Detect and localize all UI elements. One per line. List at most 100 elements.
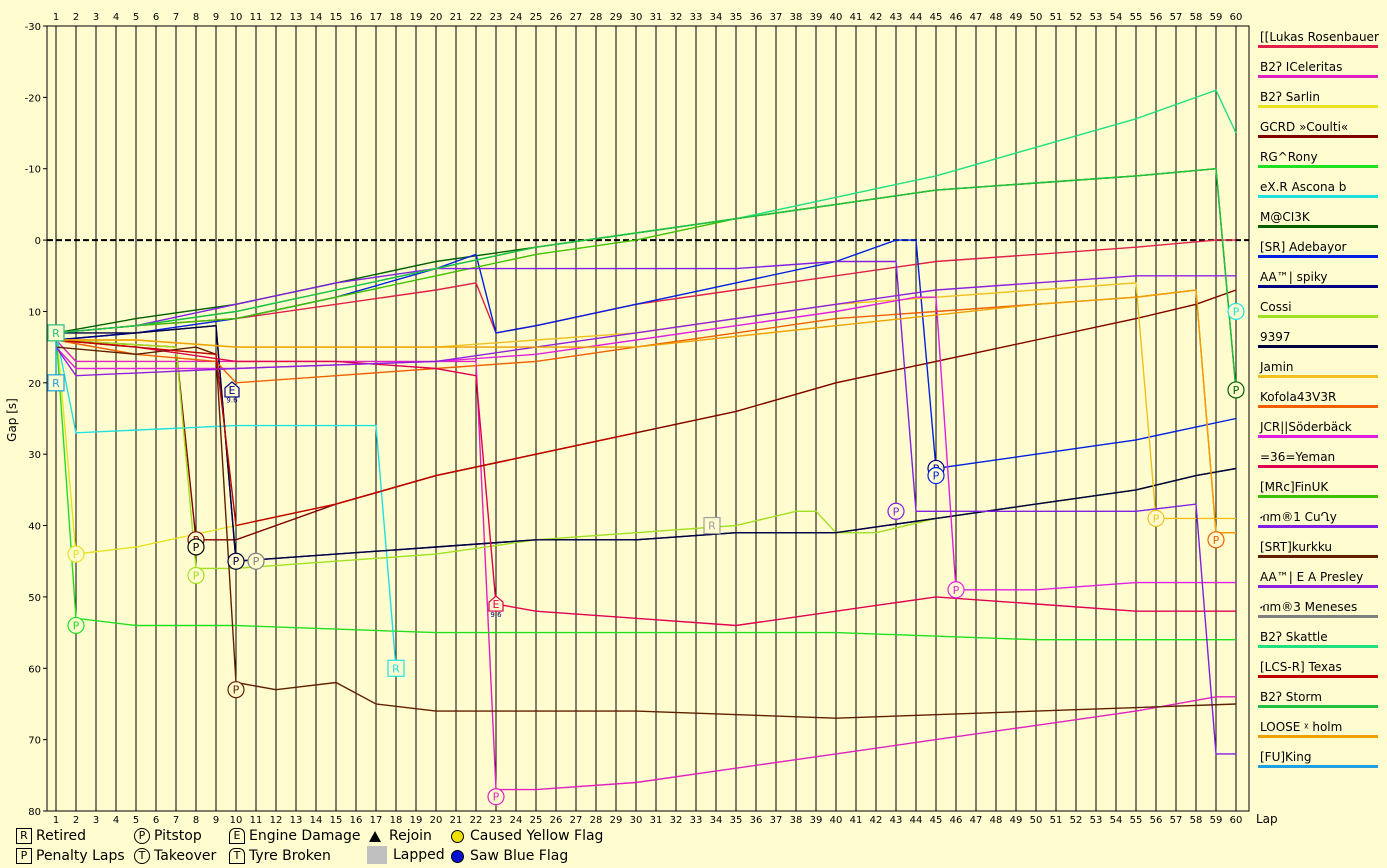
y-tick-label: 60 (28, 664, 41, 675)
x-tick-label-top: 52 (1070, 12, 1083, 23)
retired-marker (387, 659, 405, 677)
retired-marker (703, 516, 721, 535)
legend-entry-label: JCR||Söderbäck (1260, 420, 1352, 434)
pitstop-marker (1207, 531, 1225, 549)
marker-letter: P (193, 541, 200, 554)
x-tick-label-bottom: 3 (93, 815, 99, 826)
y-axis-label: Gap [s] (5, 398, 19, 442)
series-line (55, 332, 397, 669)
key-blue-label: Saw Blue Flag (470, 848, 569, 864)
x-tick-label-top: 34 (710, 12, 723, 23)
x-tick-label-bottom: 54 (1110, 815, 1123, 826)
legend-entry-label: 9397 (1260, 330, 1291, 344)
x-tick-label-top: 40 (830, 12, 843, 23)
x-tick-label-top: 42 (870, 12, 883, 23)
legend-entry-label: LOOSE ᵡ holm (1260, 720, 1343, 734)
x-tick-label-bottom: 50 (1030, 815, 1043, 826)
x-tick-label-bottom: 49 (1010, 815, 1023, 826)
key-rejoin: Rejoin (369, 828, 432, 844)
x-tick-label-bottom: 42 (870, 815, 883, 826)
key-blue: Saw Blue Flag (451, 848, 568, 864)
x-tick-label-top: 3 (93, 12, 99, 23)
legend-swatch (1258, 345, 1378, 348)
series-line (55, 346, 1237, 719)
legend-entry-label: [SRT]kurkku (1260, 540, 1333, 554)
x-tick-label-top: 23 (490, 12, 503, 23)
marker-letter: P (73, 619, 80, 632)
x-tick-label-top: 35 (730, 12, 743, 23)
x-tick-label-top: 22 (470, 12, 483, 23)
x-tick-label-bottom: 13 (290, 815, 303, 826)
x-tick-label-bottom: 60 (1230, 815, 1243, 826)
x-tick-label-top: 54 (1110, 12, 1123, 23)
x-tick-label-bottom: 12 (270, 815, 283, 826)
legend-swatch (1258, 585, 1378, 588)
x-tick-label-top: 39 (810, 12, 823, 23)
y-tick-label: 80 (28, 807, 41, 818)
legend-swatch (1258, 45, 1378, 48)
y-tick-label: 30 (28, 450, 41, 461)
x-tick-label-top: 33 (690, 12, 703, 23)
marker-small-label: 9.6 (226, 397, 238, 405)
x-tick-label-top: 27 (570, 12, 583, 23)
legend-entry-label: ብm®1 CuՂy (1260, 510, 1337, 524)
x-tick-label-bottom: 6 (153, 815, 159, 826)
key-penalty-label: Penalty Laps (36, 848, 125, 864)
y-ticks: -30 -20 -10 0 10 20 30 40 50 60 70 80 (25, 22, 47, 818)
x-tick-label-top: 21 (450, 12, 463, 23)
x-tick-label-top: 58 (1190, 12, 1203, 23)
x-tick-label-bottom: 11 (250, 815, 263, 826)
x-tick-label-bottom: 1 (53, 815, 59, 826)
key-yellow-label: Caused Yellow Flag (470, 828, 604, 844)
x-tick-label-bottom: 40 (830, 815, 843, 826)
x-tick-label-bottom: 8 (193, 815, 199, 826)
legend-entry-label: B2ʔ ICeleritas (1260, 60, 1343, 74)
x-tick-label-top: 45 (930, 12, 943, 23)
x-tick-label-bottom: 21 (450, 815, 463, 826)
x-tick-label-bottom: 2 (73, 815, 79, 826)
x-tick-label-top: 8 (193, 12, 199, 23)
key-engine-label: Engine Damage (249, 828, 361, 844)
x-tick-label-top: 6 (153, 12, 159, 23)
x-tick-label-top: 49 (1010, 12, 1023, 23)
x-tick-label-bottom: 51 (1050, 815, 1063, 826)
pitstop-marker (187, 538, 205, 556)
marker-letter: P (1153, 512, 1160, 525)
x-tick-label-bottom: 22 (470, 815, 483, 826)
legend-swatch (1258, 165, 1378, 168)
event-markers: RRPPPPPEPPPREPRPPPPPPPP9.69.6 (47, 302, 1245, 806)
key-pitstop: P Pitstop (134, 828, 202, 844)
marker-letter: E (229, 384, 236, 397)
legend-swatch (1258, 105, 1378, 108)
x-tick-label-bottom: 44 (910, 815, 923, 826)
legend-entry-label: [MRc]FinUK (1260, 480, 1329, 494)
x-tick-label-bottom: 14 (310, 815, 323, 826)
x-tick-label-top: 31 (650, 12, 663, 23)
engine-damage-icon: E (229, 828, 245, 844)
pitstop-marker (247, 552, 265, 570)
x-ticks-bottom: 1 2 3 4 5 6 7 8 9 10 11 12 13 14 15 16 17 18 19 20 21 22 23 24 2… (53, 815, 1243, 826)
x-tick-label-top: 48 (990, 12, 1003, 23)
x-tick-label-top: 26 (550, 12, 563, 23)
x-tick-label-bottom: 24 (510, 815, 523, 826)
x-tick-label-top: 29 (610, 12, 623, 23)
legend-swatch (1258, 435, 1378, 438)
x-tick-label-bottom: 28 (590, 815, 603, 826)
x-axis-label: Lap (1256, 812, 1278, 826)
x-tick-label-top: 55 (1130, 12, 1143, 23)
x-tick-label-top: 12 (270, 12, 283, 23)
x-tick-label-bottom: 7 (173, 815, 179, 826)
x-tick-label-top: 53 (1090, 12, 1103, 23)
marker-letter: P (1233, 305, 1240, 318)
x-tick-label-bottom: 35 (730, 815, 743, 826)
x-tick-label-bottom: 38 (790, 815, 803, 826)
legend-entry-label: AA™| spiky (1260, 270, 1328, 284)
x-tick-label-top: 47 (970, 12, 983, 23)
x-tick-label-bottom: 29 (610, 815, 623, 826)
x-tick-label-top: 43 (890, 12, 903, 23)
x-tick-label-bottom: 57 (1170, 815, 1183, 826)
x-tick-label-top: 59 (1210, 12, 1223, 23)
x-ticks-top: 1 2 3 4 5 6 7 8 9 10 11 12 13 14 15 16 17 18 19 20 21 22 23 24 2… (53, 12, 1243, 23)
legend-entry-label: AA™| E A Presley (1260, 570, 1364, 584)
x-tick-label-top: 32 (670, 12, 683, 23)
